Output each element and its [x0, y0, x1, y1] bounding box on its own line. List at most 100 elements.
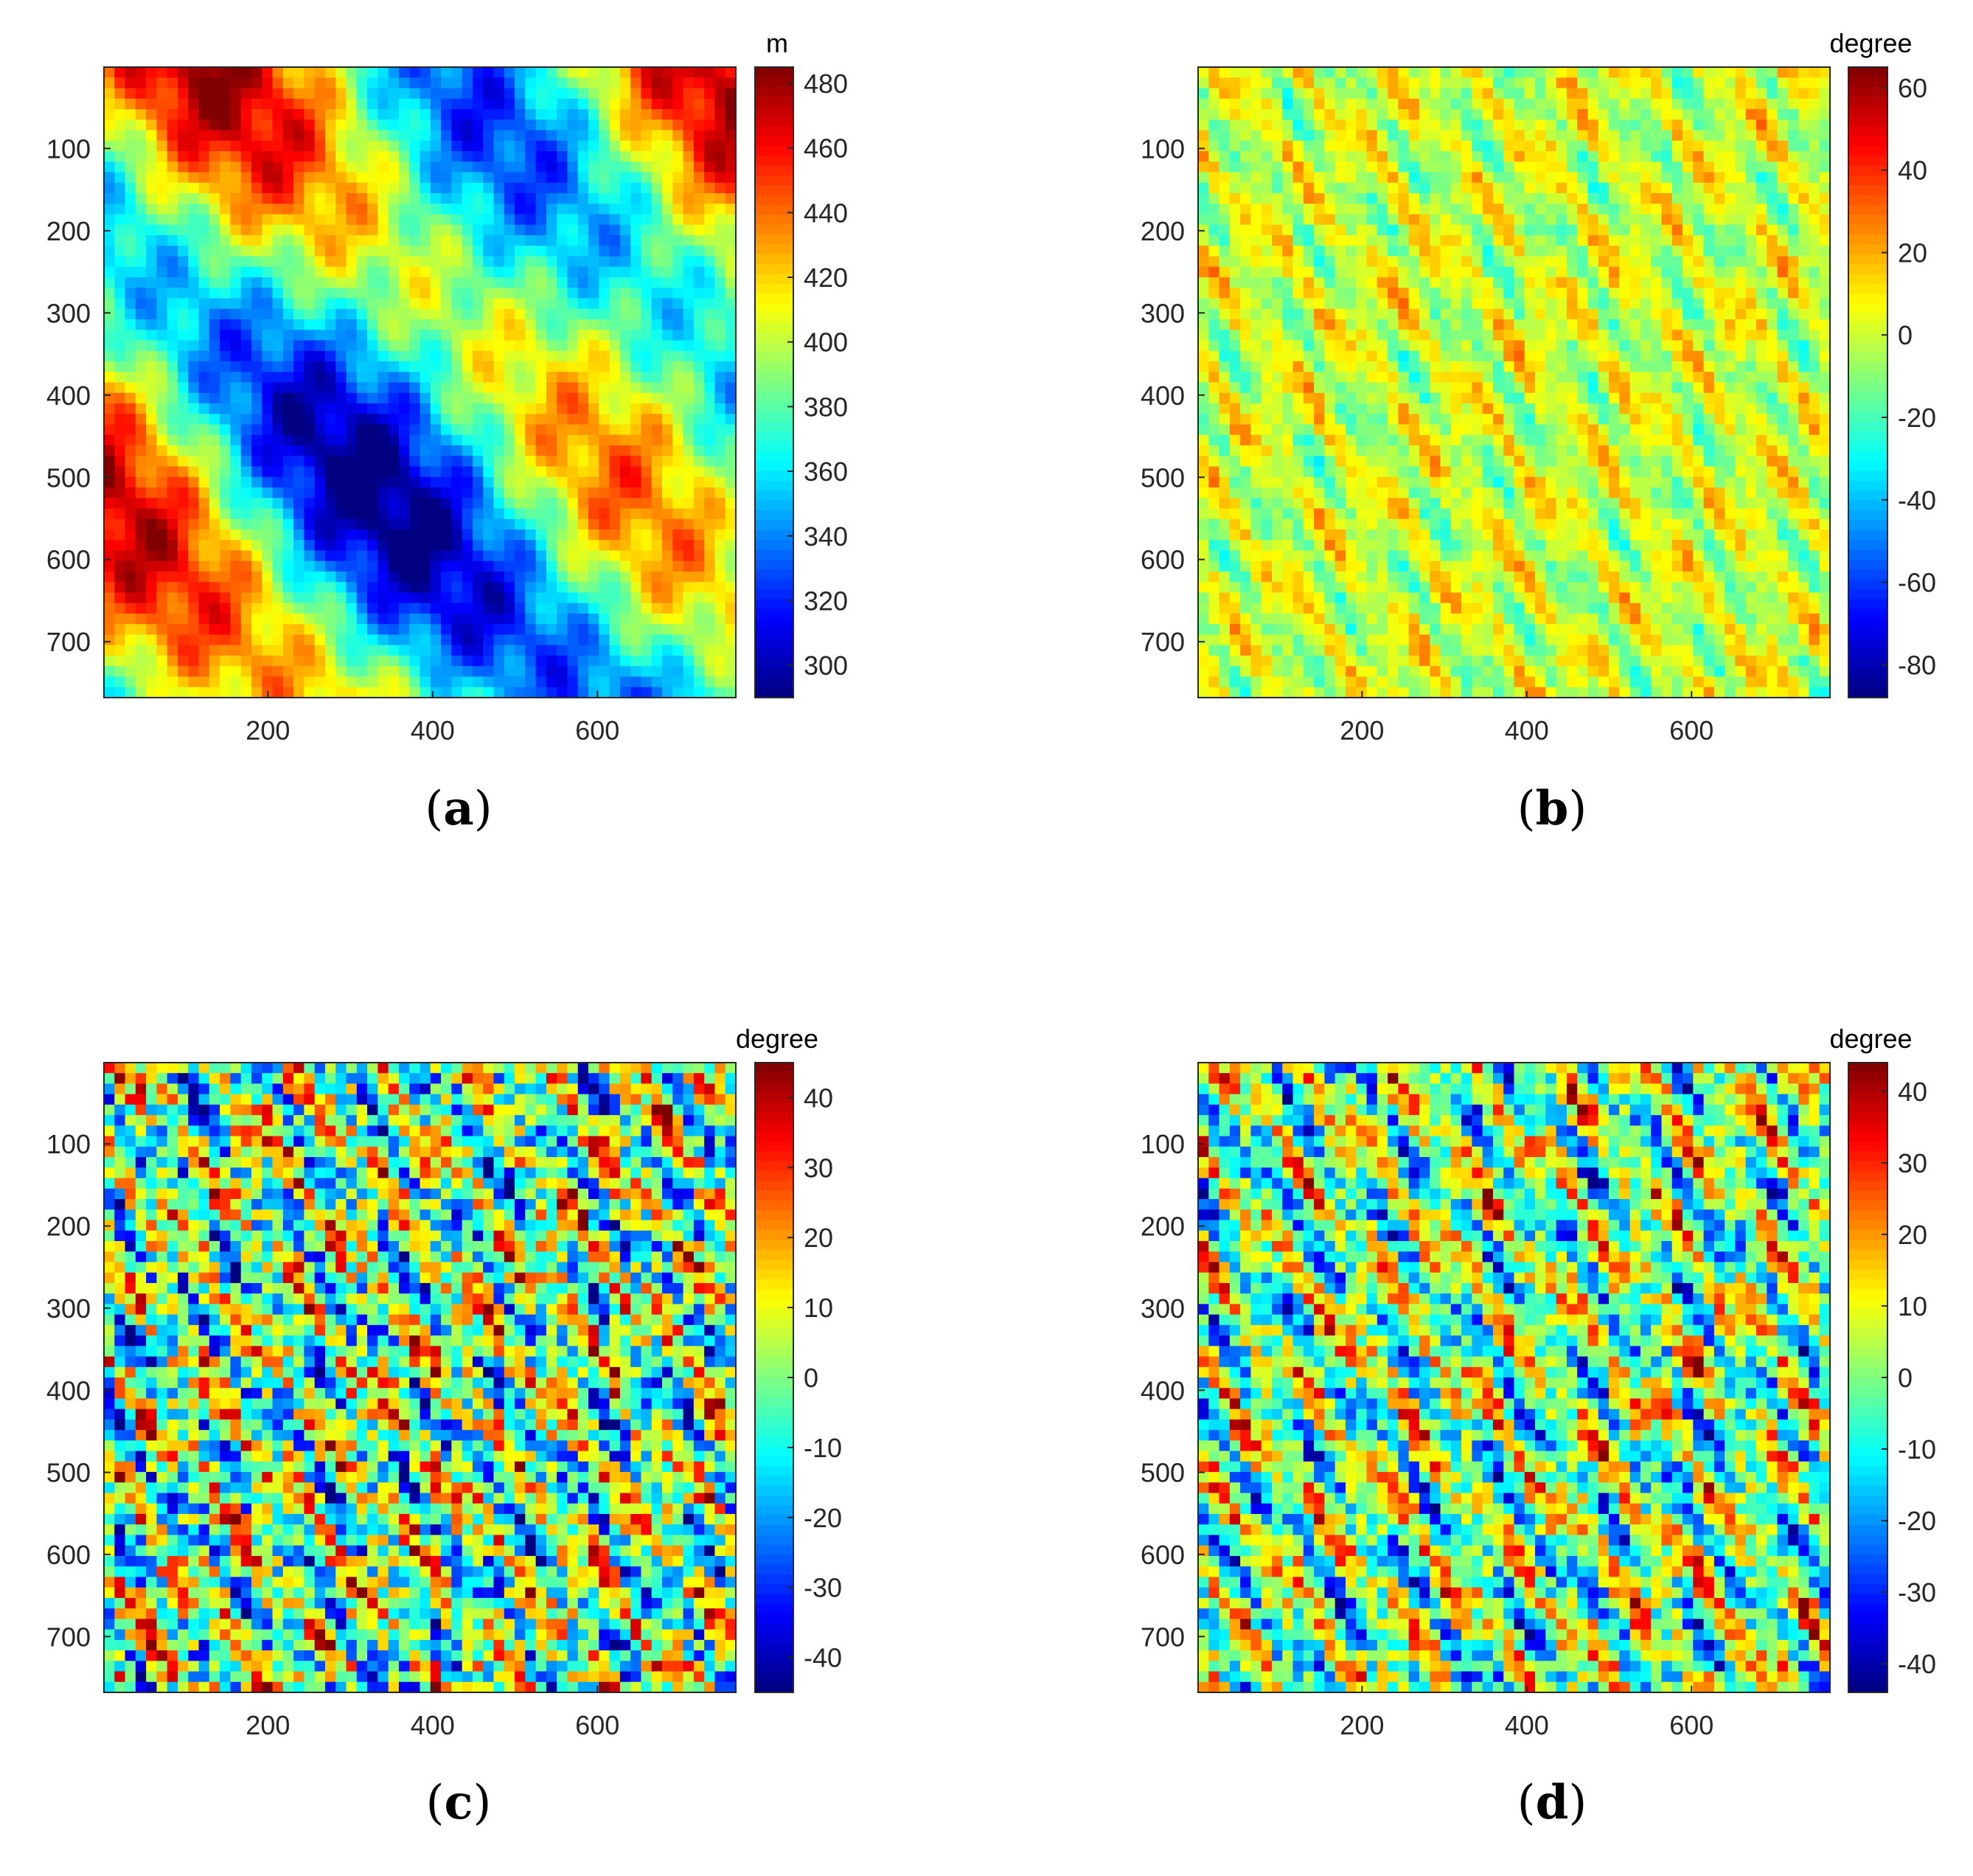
heatmap-cell — [241, 414, 252, 425]
heatmap-cell — [347, 582, 358, 593]
heatmap-cell — [641, 351, 652, 362]
heatmap-cell — [220, 141, 231, 152]
heatmap-cell — [220, 330, 231, 341]
heatmap-cell — [441, 225, 452, 236]
heatmap-cell — [599, 341, 610, 352]
heatmap-cell — [1346, 204, 1357, 215]
heatmap-cell — [420, 487, 431, 498]
heatmap-cell — [652, 445, 663, 456]
heatmap-cell — [610, 173, 621, 184]
heatmap-cell — [704, 99, 715, 110]
heatmap-cell — [1788, 225, 1799, 236]
heatmap-cell — [1693, 88, 1704, 100]
heatmap-cell — [704, 635, 715, 646]
heatmap-cell — [114, 645, 125, 656]
heatmap-cell — [473, 361, 484, 372]
heatmap-cell — [104, 624, 115, 635]
heatmap-cell — [704, 614, 715, 625]
heatmap-cell — [367, 593, 378, 604]
heatmap-cell — [630, 635, 641, 646]
heatmap-cell — [504, 509, 515, 520]
heatmap-cell — [557, 445, 568, 456]
heatmap-cell — [441, 456, 452, 467]
heatmap-cell — [599, 215, 610, 226]
heatmap-cell — [483, 582, 494, 593]
heatmap-cell — [241, 161, 252, 173]
heatmap-cell — [178, 99, 189, 110]
heatmap-cell — [714, 383, 725, 394]
heatmap-cell — [1282, 257, 1293, 268]
heatmap-cell — [420, 193, 431, 204]
heatmap-cell — [1388, 161, 1399, 173]
heatmap-cell — [315, 246, 326, 257]
heatmap-cell — [325, 267, 336, 278]
heatmap-cell — [1441, 193, 1452, 204]
heatmap-cell — [377, 509, 389, 520]
heatmap-cell — [156, 67, 167, 78]
heatmap-cell — [409, 361, 420, 372]
heatmap-cell — [1672, 215, 1683, 226]
heatmap-cell — [1756, 204, 1767, 215]
heatmap-cell — [335, 77, 347, 88]
heatmap-cell — [610, 267, 621, 278]
heatmap-cell — [620, 361, 631, 372]
heatmap-cell — [451, 77, 462, 88]
heatmap-cell — [1609, 99, 1620, 110]
heatmap-cell — [347, 319, 358, 330]
heatmap-cell — [1503, 99, 1514, 110]
heatmap-cell — [493, 666, 504, 677]
heatmap-cell — [662, 109, 673, 120]
heatmap-cell — [230, 309, 241, 320]
heatmap-cell — [525, 403, 536, 414]
heatmap-cell — [1461, 215, 1472, 226]
heatmap-cell — [1304, 67, 1315, 78]
heatmap-cell — [199, 561, 210, 572]
heatmap-cell — [347, 257, 358, 268]
heatmap-cell — [672, 151, 683, 162]
heatmap-cell — [662, 235, 673, 246]
heatmap-cell — [1651, 173, 1662, 184]
heatmap-cell — [662, 225, 673, 236]
colorbar-segment — [755, 490, 793, 501]
heatmap-cell — [220, 456, 231, 467]
heatmap-cell — [1756, 215, 1767, 226]
heatmap-cell — [1335, 88, 1346, 100]
heatmap-cell — [620, 656, 631, 667]
heatmap-cell — [146, 666, 157, 677]
heatmap-cell — [1567, 141, 1578, 152]
heatmap-cell — [167, 393, 178, 404]
heatmap-cell — [1272, 88, 1283, 100]
heatmap-cell — [515, 393, 526, 404]
heatmap-cell — [409, 456, 420, 467]
heatmap-cell — [462, 319, 473, 330]
heatmap-cell — [167, 277, 178, 288]
heatmap-cell — [672, 183, 683, 194]
heatmap-cell — [431, 131, 442, 142]
heatmap-cell — [441, 319, 452, 330]
heatmap-cell — [293, 477, 305, 488]
heatmap-cell — [146, 519, 157, 530]
heatmap-cell — [146, 161, 157, 173]
heatmap-cell — [1714, 193, 1725, 204]
heatmap-cell — [620, 257, 631, 268]
heatmap-cell — [1388, 173, 1399, 184]
heatmap-cell — [389, 215, 400, 226]
heatmap-cell — [694, 88, 705, 100]
heatmap-cell — [1514, 119, 1525, 131]
heatmap-cell — [567, 109, 578, 120]
heatmap-cell — [114, 99, 125, 110]
heatmap-cell — [515, 498, 526, 509]
heatmap-cell — [367, 299, 378, 310]
heatmap-cell — [704, 193, 715, 204]
heatmap-cell — [725, 109, 737, 120]
heatmap-cell — [620, 572, 631, 583]
heatmap-cell — [114, 141, 125, 152]
heatmap-cell — [546, 215, 557, 226]
heatmap-cell — [1630, 246, 1641, 257]
heatmap-cell — [325, 277, 336, 288]
heatmap-cell — [1778, 267, 1789, 278]
heatmap-cell — [483, 161, 494, 173]
heatmap-cell — [293, 288, 305, 299]
heatmap-cell — [357, 131, 368, 142]
heatmap-cell — [209, 299, 220, 310]
